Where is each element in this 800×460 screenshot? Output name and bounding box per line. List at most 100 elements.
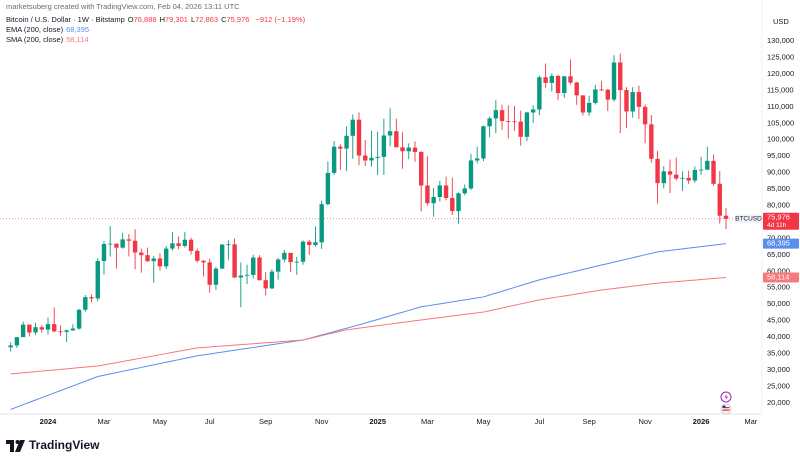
candle-body: [549, 75, 555, 83]
ma-tag-label: 58,114: [767, 272, 789, 281]
candle-body: [711, 160, 716, 184]
logo-mark: [15, 440, 25, 452]
x-tick-label: Sep: [259, 417, 272, 426]
y-tick-label: 90,000: [767, 168, 790, 177]
x-tick-label: Sep: [582, 417, 595, 426]
y-tick-label: 130,000: [767, 36, 794, 45]
candle-body: [611, 62, 617, 100]
candle-body: [543, 77, 548, 83]
ohlc-value: 79,301: [165, 15, 188, 24]
candle-body: [344, 135, 349, 149]
x-tick-label: 2025: [369, 417, 386, 426]
x-tick-label: Nov: [638, 417, 652, 426]
candle-body: [307, 241, 312, 245]
candle-body: [717, 183, 722, 216]
candle-body: [52, 324, 57, 332]
candle-body: [363, 155, 368, 161]
x-tick-label: Mar: [421, 417, 434, 426]
y-tick-label: 120,000: [767, 69, 794, 78]
symbol-legend: Bitcoin / U.S. Dollar · 1W · Bitstamp O76…: [6, 15, 308, 25]
y-tick-label: 25,000: [767, 381, 790, 390]
candle-body: [518, 121, 523, 137]
ohlc: O76,888 H79,301 L72,863 C75,976: [128, 15, 253, 24]
ohlc-item: C75,976: [221, 15, 249, 24]
candle-body: [269, 271, 275, 289]
icon: [722, 409, 730, 411]
x-tick-label: Mar: [98, 417, 111, 426]
candle-body: [114, 243, 119, 248]
ohlc-key: H: [159, 15, 165, 24]
candle-body: [288, 252, 293, 263]
x-tick-label: May: [476, 417, 490, 426]
candle-body: [163, 248, 169, 267]
candle-body: [661, 171, 666, 184]
candle-body: [624, 90, 629, 112]
candle-body: [126, 239, 132, 241]
candle-body: [263, 280, 268, 289]
candle-body: [443, 185, 449, 198]
candle-body: [319, 204, 324, 243]
ohlc-key: L: [190, 15, 196, 24]
candle-body: [506, 121, 511, 122]
indicator-legend: SMA (200, close) 58,114: [6, 35, 92, 45]
candle-body: [456, 193, 461, 212]
candle-body: [27, 324, 32, 333]
candle-body: [120, 239, 125, 248]
x-tick-label: Jul: [205, 417, 215, 426]
ohlc-item: O76,888: [128, 15, 157, 24]
x-tick-label: May: [153, 417, 167, 426]
candle-body: [89, 297, 94, 299]
ohlc-value: 76,888: [133, 15, 157, 24]
candle-body: [655, 158, 660, 184]
y-tick-label: 70,000: [767, 233, 790, 242]
candle-body: [381, 135, 387, 157]
x-tick-label: Mar: [744, 417, 757, 426]
y-tick-label: 30,000: [767, 365, 790, 374]
candle-body: [176, 243, 181, 246]
candle-body: [170, 243, 175, 249]
candle-body: [226, 244, 231, 246]
candle-body: [219, 244, 225, 269]
ohlc-value: 75,976: [226, 15, 250, 24]
x-tick-label: 2024: [40, 417, 58, 426]
candle-body: [642, 106, 648, 125]
price-tag: [763, 212, 799, 230]
candle-body: [674, 174, 679, 179]
candle-body: [20, 324, 26, 338]
candle-body: [636, 92, 642, 107]
symbol-tag-bg: [735, 214, 762, 224]
candle-body: [568, 76, 573, 83]
candle-body: [723, 215, 729, 219]
candle-body: [350, 119, 355, 136]
candle-body: [487, 118, 492, 127]
icon: [722, 407, 730, 409]
candle-body: [157, 258, 163, 267]
y-tick-label: 105,000: [767, 118, 794, 127]
legend-value: 68,395: [66, 25, 90, 34]
candle-body: [705, 160, 710, 170]
candle-body: [313, 242, 318, 245]
legend-value: 58,114: [66, 35, 89, 44]
symbol-tag: BTCUSD: [735, 215, 762, 222]
candle-body: [70, 328, 76, 331]
candle-body: [275, 259, 281, 272]
candle-body: [182, 239, 188, 246]
candle-body: [238, 275, 244, 278]
y-tick-label: 100,000: [767, 135, 794, 144]
ohlc-key: O: [127, 15, 134, 24]
logo-mark: [15, 440, 20, 444]
candle-body: [618, 62, 623, 91]
brand-logo: [6, 440, 25, 452]
candle-body: [419, 151, 424, 186]
event-icons: [720, 391, 732, 415]
candle-body: [101, 243, 107, 261]
candle-body: [468, 160, 474, 189]
change: −912 (−1.19%): [255, 15, 306, 24]
ma-tag: [763, 238, 799, 249]
candle-body: [300, 241, 306, 262]
y-tick-label: 35,000: [767, 348, 790, 357]
candle-body: [450, 197, 455, 212]
candle-body: [132, 240, 138, 253]
candle-body: [437, 185, 443, 197]
ma-tag-label: 68,395: [767, 239, 790, 248]
